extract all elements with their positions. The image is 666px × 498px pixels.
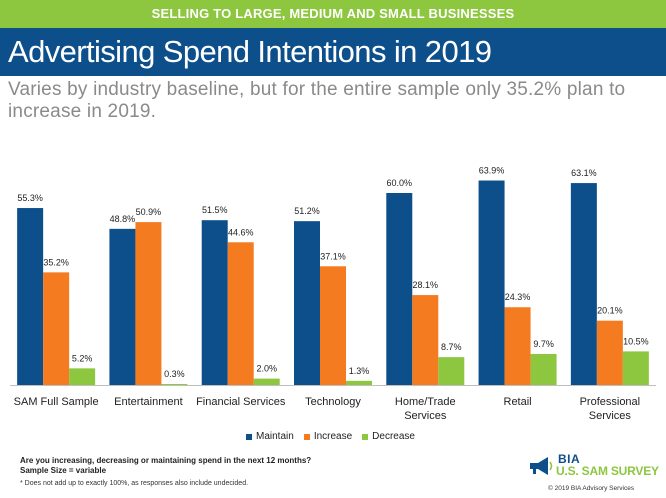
legend-item-maintain: Maintain [246, 431, 294, 442]
top-banner: SELLING TO LARGE, MEDIUM AND SMALL BUSIN… [0, 0, 666, 28]
bar-maintain-1 [109, 228, 136, 385]
category-label-0: SAM Full Sample [14, 396, 99, 408]
data-label-increase-0: 35.2% [43, 257, 69, 267]
bar-increase-3 [320, 266, 346, 385]
data-label-decrease-1: 0.3% [164, 369, 185, 379]
page-subtitle: Varies by industry baseline, but for the… [8, 79, 626, 122]
bar-maintain-3 [294, 221, 320, 385]
data-label-maintain-2: 51.5% [202, 205, 228, 215]
data-label-increase-1: 50.9% [136, 207, 162, 217]
title-bar: Advertising Spend Intentions in 2019 [0, 28, 666, 76]
survey-question-text: Are you increasing, decreasing or mainta… [20, 456, 312, 465]
data-label-maintain-5: 63.9% [479, 166, 505, 176]
bar-decrease-4 [438, 357, 465, 385]
bia-logo: BIA U.S. SAM SURVEY [528, 452, 660, 482]
bar-increase-0 [43, 272, 70, 385]
data-label-increase-3: 37.1% [320, 251, 346, 261]
category-label-6: Professional [580, 396, 641, 408]
data-label-decrease-6: 10.5% [623, 336, 649, 346]
legend-item-increase: Increase [303, 431, 353, 442]
data-label-decrease-3: 1.3% [349, 366, 370, 376]
data-label-increase-4: 28.1% [413, 280, 439, 290]
bar-decrease-1 [161, 384, 188, 385]
legend-label-maintain: Maintain [256, 431, 294, 442]
megaphone-icon [530, 457, 553, 475]
legend-label-decrease: Decrease [372, 431, 415, 442]
legend-swatch-maintain [246, 433, 252, 440]
bar-increase-4 [412, 295, 439, 385]
data-label-increase-5: 24.3% [505, 292, 531, 302]
bar-increase-1 [135, 222, 162, 385]
bar-maintain-0 [17, 208, 44, 385]
data-label-increase-6: 20.1% [597, 306, 623, 316]
data-label-maintain-1: 48.8% [110, 214, 136, 224]
bar-decrease-5 [530, 353, 557, 385]
bar-decrease-6 [622, 351, 649, 385]
legend-item-decrease: Decrease [362, 431, 415, 442]
legend-swatch-increase [303, 433, 310, 440]
bar-decrease-3 [346, 380, 372, 385]
bar-maintain-2 [201, 220, 228, 385]
footnote-note: * Does not add up to exactly 100%, as re… [20, 480, 249, 487]
page-title: Advertising Spend Intentions in 2019 [8, 34, 492, 69]
data-label-increase-2: 44.6% [228, 227, 254, 237]
data-label-maintain-3: 51.2% [294, 206, 320, 216]
bar-maintain-6 [570, 183, 597, 385]
bar-maintain-5 [478, 180, 505, 385]
bar-increase-2 [227, 242, 254, 385]
data-label-decrease-2: 2.0% [256, 364, 277, 374]
legend-label-increase: Increase [313, 431, 353, 442]
data-label-maintain-6: 63.1% [571, 168, 597, 178]
sample-size-text: Sample Size = variable [20, 466, 107, 475]
category-label-4: Home/Trade [395, 396, 456, 408]
survey-question: Are you increasing, decreasing or mainta… [20, 456, 380, 476]
data-label-maintain-0: 55.3% [17, 193, 43, 203]
chart-legend: Maintain Increase Decrease [246, 431, 415, 442]
bar-decrease-0 [69, 368, 96, 385]
category-label-1: Entertainment [114, 396, 182, 408]
data-label-decrease-5: 9.7% [533, 339, 554, 349]
category-label-6-line2: Services [589, 410, 632, 422]
data-label-decrease-4: 8.7% [441, 342, 462, 352]
category-label-4-line2: Services [404, 410, 447, 422]
bar-decrease-2 [253, 378, 280, 385]
data-label-maintain-4: 60.0% [387, 178, 413, 188]
logo-survey-name: U.S. SAM SURVEY [556, 464, 659, 478]
bar-increase-6 [596, 320, 623, 385]
data-label-decrease-0: 5.2% [72, 353, 93, 363]
category-label-3: Technology [305, 396, 361, 408]
logo-brand: BIA [558, 452, 581, 466]
category-label-2: Financial Services [196, 396, 286, 408]
legend-swatch-decrease [362, 433, 369, 440]
copyright-text: © 2019 BIA Advisory Services [548, 485, 635, 492]
bar-increase-5 [504, 307, 531, 385]
category-label-5: Retail [504, 396, 532, 408]
bar-maintain-4 [386, 193, 413, 385]
